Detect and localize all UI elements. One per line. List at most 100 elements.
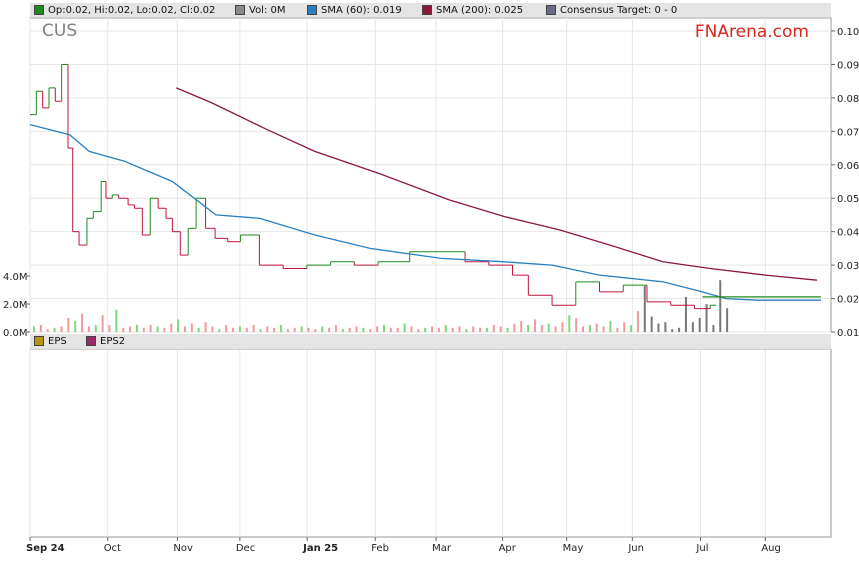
x-tick-label: Mar bbox=[432, 543, 452, 554]
volume-bar bbox=[383, 325, 385, 332]
volume-bar bbox=[643, 285, 646, 332]
legend-sma60[interactable]: SMA (60): 0.019 bbox=[307, 3, 402, 17]
volume-bar bbox=[94, 325, 97, 332]
volume-bar bbox=[513, 323, 516, 332]
volume-bar bbox=[465, 329, 468, 332]
y-tick-label: 0.09 bbox=[837, 60, 859, 71]
vol-tick-label: 4.0M bbox=[3, 272, 28, 283]
volume-bar bbox=[53, 327, 56, 332]
volume-bar bbox=[286, 329, 289, 332]
legend-consensus[interactable]: Consensus Target: 0 - 0 bbox=[546, 3, 677, 17]
x-tick-label: Oct bbox=[104, 543, 121, 554]
volume-bar bbox=[726, 308, 729, 332]
volume-bar bbox=[506, 327, 509, 332]
volume-bar bbox=[273, 327, 276, 332]
y-tick-label: 0.06 bbox=[837, 161, 859, 172]
volume-bar bbox=[321, 326, 324, 332]
volume-bar bbox=[225, 325, 228, 332]
volume-bar bbox=[712, 325, 715, 332]
x-tick-label: Sep 24 bbox=[26, 543, 65, 554]
volume-bar bbox=[341, 329, 344, 332]
price-panel bbox=[29, 17, 832, 333]
y-tick-label: 0.02 bbox=[837, 295, 859, 306]
series-line-sma-200 bbox=[176, 87, 818, 281]
x-tick-label: Nov bbox=[173, 543, 193, 554]
volume-bar bbox=[684, 297, 687, 332]
volume-bar bbox=[705, 304, 708, 332]
volume-bar bbox=[232, 327, 235, 332]
volume-bar bbox=[650, 316, 653, 332]
x-tick-label: May bbox=[563, 543, 584, 554]
volume-bar bbox=[396, 327, 399, 332]
legend-ohlc-swatch bbox=[34, 5, 44, 15]
volume-bar bbox=[348, 327, 351, 332]
legend-ohlc-label: Op:0.02, Hi:0.02, Lo:0.02, Cl:0.02 bbox=[48, 4, 216, 16]
volume-bar bbox=[664, 322, 667, 332]
legend-sma200[interactable]: SMA (200): 0.025 bbox=[422, 3, 523, 17]
volume-bar bbox=[492, 325, 495, 332]
volume-bar bbox=[39, 325, 42, 332]
x-tick-label: Jan 25 bbox=[302, 543, 338, 554]
volume-bar bbox=[122, 327, 125, 332]
volume-bar bbox=[623, 322, 626, 332]
volume-bar bbox=[369, 329, 372, 332]
volume-bar bbox=[595, 323, 598, 332]
volume-bar bbox=[238, 326, 241, 332]
legend-eps[interactable]: EPS bbox=[34, 334, 67, 348]
x-tick-label: Dec bbox=[236, 543, 255, 554]
legend-volume[interactable]: Vol: 0M bbox=[235, 3, 286, 17]
volume-bar bbox=[67, 318, 70, 332]
vol-tick-label: 0.0M bbox=[3, 328, 28, 339]
volume-bar bbox=[540, 325, 543, 332]
legend-eps-swatch bbox=[34, 336, 44, 346]
legend-eps2[interactable]: EPS2 bbox=[86, 334, 125, 348]
x-tick-label: Aug bbox=[761, 543, 781, 554]
volume-bar bbox=[431, 326, 434, 332]
volume-bar bbox=[582, 326, 585, 332]
ticker-symbol: CUS bbox=[42, 21, 78, 41]
volume-bar bbox=[458, 326, 461, 332]
volume-bar bbox=[280, 325, 283, 332]
volume-bar bbox=[575, 318, 578, 332]
volume-bar bbox=[554, 326, 557, 332]
y-tick-label: 0.05 bbox=[837, 194, 859, 205]
x-tick-label: Apr bbox=[499, 543, 517, 554]
volume-bar bbox=[334, 325, 337, 332]
brand-logo[interactable]: FNArena.com bbox=[694, 22, 809, 42]
volume-bar bbox=[204, 322, 207, 332]
vol-tick-label: 2.0M bbox=[3, 300, 28, 311]
volume-bar bbox=[183, 326, 186, 332]
volume-bar bbox=[609, 320, 612, 332]
volume-bar bbox=[719, 280, 722, 332]
volume-bar bbox=[479, 327, 482, 332]
volume-bar bbox=[671, 329, 674, 332]
legend-sma200-swatch bbox=[422, 5, 432, 15]
volume-bar bbox=[266, 326, 269, 332]
volume-bar bbox=[636, 311, 639, 332]
volume-bar bbox=[170, 323, 173, 332]
legend-sma60-swatch bbox=[307, 5, 317, 15]
legend-ohlc[interactable]: Op:0.02, Hi:0.02, Lo:0.02, Cl:0.02 bbox=[34, 3, 215, 17]
volume-bar bbox=[211, 326, 214, 332]
legend-volume-swatch bbox=[235, 5, 245, 15]
volume-bar bbox=[293, 327, 296, 332]
volume-bar bbox=[108, 325, 111, 332]
volume-bar bbox=[87, 326, 90, 332]
volume-bar bbox=[115, 309, 118, 332]
x-tick-label: Jul bbox=[695, 543, 708, 554]
volume-bar bbox=[135, 325, 138, 332]
legend-eps-label: EPS bbox=[48, 335, 67, 347]
volume-bar bbox=[314, 329, 317, 332]
volume-bar bbox=[101, 315, 104, 332]
volume-bar bbox=[472, 326, 475, 332]
volume-bar bbox=[403, 323, 406, 332]
volume-bar bbox=[451, 327, 454, 332]
volume-bar bbox=[307, 327, 310, 332]
volume-bar bbox=[499, 326, 502, 332]
volume-bar bbox=[163, 327, 166, 332]
volume-bar bbox=[691, 322, 694, 332]
volume-bar bbox=[588, 325, 591, 332]
y-tick-label: 0.07 bbox=[837, 127, 859, 138]
legend-bar: Op:0.02, Hi:0.02, Lo:0.02, Cl:0.02 Vol: … bbox=[30, 3, 831, 18]
volume-bar bbox=[410, 326, 413, 332]
